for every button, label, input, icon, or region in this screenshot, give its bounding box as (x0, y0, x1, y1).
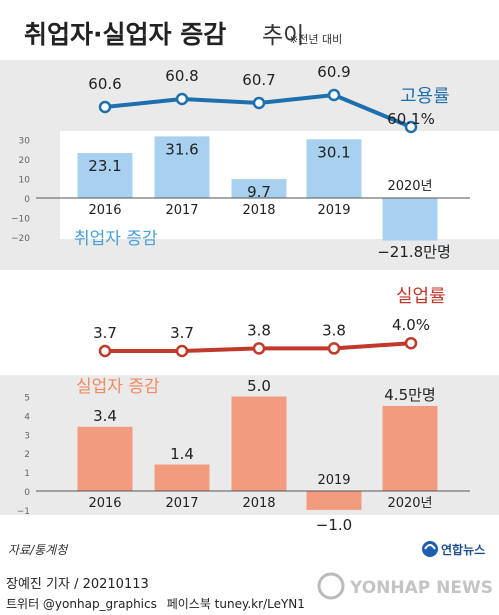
y-tick-label: −20 (11, 234, 30, 244)
line-data-label: 3.8 (322, 321, 346, 339)
line-point (327, 342, 341, 355)
data-label: 4.5만명 (384, 386, 435, 404)
watermark-icon (317, 572, 345, 600)
y-tick-label: 0 (24, 195, 30, 205)
data-label: 30.1 (317, 143, 350, 161)
y-tick-label: 20 (19, 156, 31, 166)
line-point (98, 344, 112, 358)
unemployment-series-label: 실업자 증감 (76, 377, 160, 397)
logo-text: 연합뉴스 (441, 542, 485, 557)
line-point (404, 336, 418, 350)
data-label: 1.4 (170, 445, 194, 463)
data-label: 23.1 (88, 157, 121, 175)
credit-reporter-line: 장예진 기자 / 20210113 (6, 573, 149, 592)
line-data-label: 3.8 (247, 321, 271, 339)
y-tick-label: 3 (24, 431, 30, 441)
line-point (98, 100, 112, 114)
unemployment-rate-series-label: 실업률 (396, 286, 446, 307)
category-tick-label: 2016 (88, 496, 121, 511)
yonhap-logo: 연합뉴스 (422, 541, 485, 557)
category-tick-label: 2017 (165, 496, 198, 511)
line-data-label: 60.6 (88, 75, 121, 93)
bar (382, 198, 438, 241)
bar (77, 426, 133, 491)
line-point (252, 342, 266, 355)
line-point (252, 96, 266, 110)
data-label: 3.4 (93, 407, 117, 425)
employment-rate-line: 60.6 60.8 60.7 60.9 60.1% (88, 63, 435, 134)
credit-social-line: 트위터 @yonhap_graphics 페이스북 tuney.kr/LeYN1 (6, 595, 305, 612)
category-tick-label: 2020년 (387, 496, 432, 511)
credit-twitter: 트위터 @yonhap_graphics (6, 597, 157, 611)
chart-note: ※전년 대비 (289, 33, 342, 46)
y-tick-label: 2 (24, 450, 30, 460)
credit-date: 20210113 (82, 577, 149, 592)
y-tick-label: −10 (11, 215, 30, 225)
y-tick-label: 10 (19, 176, 31, 186)
data-label: −21.8만명 (377, 243, 451, 261)
line-data-label: 60.9 (317, 63, 350, 81)
line-data-label: 3.7 (93, 324, 117, 342)
chart-title-sub: 추이 (262, 23, 304, 49)
y-tick-label: 5 (24, 394, 30, 404)
category-tick-label: 2019 (317, 473, 350, 488)
watermark-text: YONHAP NEWS (349, 578, 493, 598)
credit-reporter: 장예진 기자 (6, 577, 70, 592)
category-tick-label: 2020년 (387, 179, 432, 194)
watermark: YONHAP NEWS (317, 572, 493, 600)
data-label: −1.0 (316, 516, 352, 534)
employment-rate-series-label: 고용률 (400, 86, 450, 107)
y-tick-label: 0 (24, 488, 30, 498)
category-tick-label: 2018 (242, 496, 275, 511)
line-data-label: 60.7 (242, 71, 275, 89)
employment-series-label: 취업자 증감 (74, 229, 158, 249)
line-point (327, 88, 341, 102)
unemployment-rate-line: 3.7 3.7 3.8 3.8 4.0% (93, 316, 430, 358)
logo-swoosh-icon (424, 544, 436, 550)
line-point (175, 344, 189, 358)
category-tick-label: 2019 (317, 203, 350, 218)
bar (154, 136, 210, 198)
y-tick-label: 1 (24, 469, 30, 479)
data-label: 5.0 (247, 377, 271, 395)
unemployment-axis: 5 4 3 2 1 0 −1 3.4 2016 1.4 2017 5.0 2018 −1.0 2019 4.5… (17, 377, 470, 534)
credit-facebook: 페이스북 tuney.kr/LeYN1 (166, 597, 305, 611)
line-data-label: 60.8 (165, 67, 198, 85)
bar (306, 139, 362, 198)
data-label: 31.6 (165, 140, 198, 158)
line-data-label: 4.0% (392, 316, 430, 334)
bar (231, 179, 287, 198)
y-tick-label: 4 (24, 412, 30, 422)
bar (154, 464, 210, 491)
line-point (175, 92, 189, 106)
unemployment-bars (77, 396, 438, 510)
data-label: 9.7 (247, 183, 271, 201)
bar (382, 405, 438, 491)
line-data-label: 60.1% (387, 110, 435, 128)
source-label: 자료/통계청 (8, 543, 69, 557)
bar (306, 491, 362, 510)
line-data-label: 3.7 (170, 324, 194, 342)
chart-title: 취업자·실업자 증감 (24, 20, 226, 49)
logo-mark-icon (422, 541, 438, 557)
y-tick-label: −1 (17, 507, 30, 517)
line-point (404, 120, 418, 134)
category-tick-label: 2016 (88, 203, 121, 218)
category-tick-label: 2017 (165, 203, 198, 218)
employment-axis: 30 20 10 0 −10 −20 23.1 2016 31.6 2017 9.7 2018 30.1… (11, 137, 470, 261)
bar (231, 396, 287, 491)
employment-bars (77, 136, 438, 241)
category-tick-label: 2018 (242, 203, 275, 218)
bar (77, 152, 133, 198)
y-tick-label: 30 (19, 137, 31, 147)
credit-separator: / (74, 577, 83, 592)
